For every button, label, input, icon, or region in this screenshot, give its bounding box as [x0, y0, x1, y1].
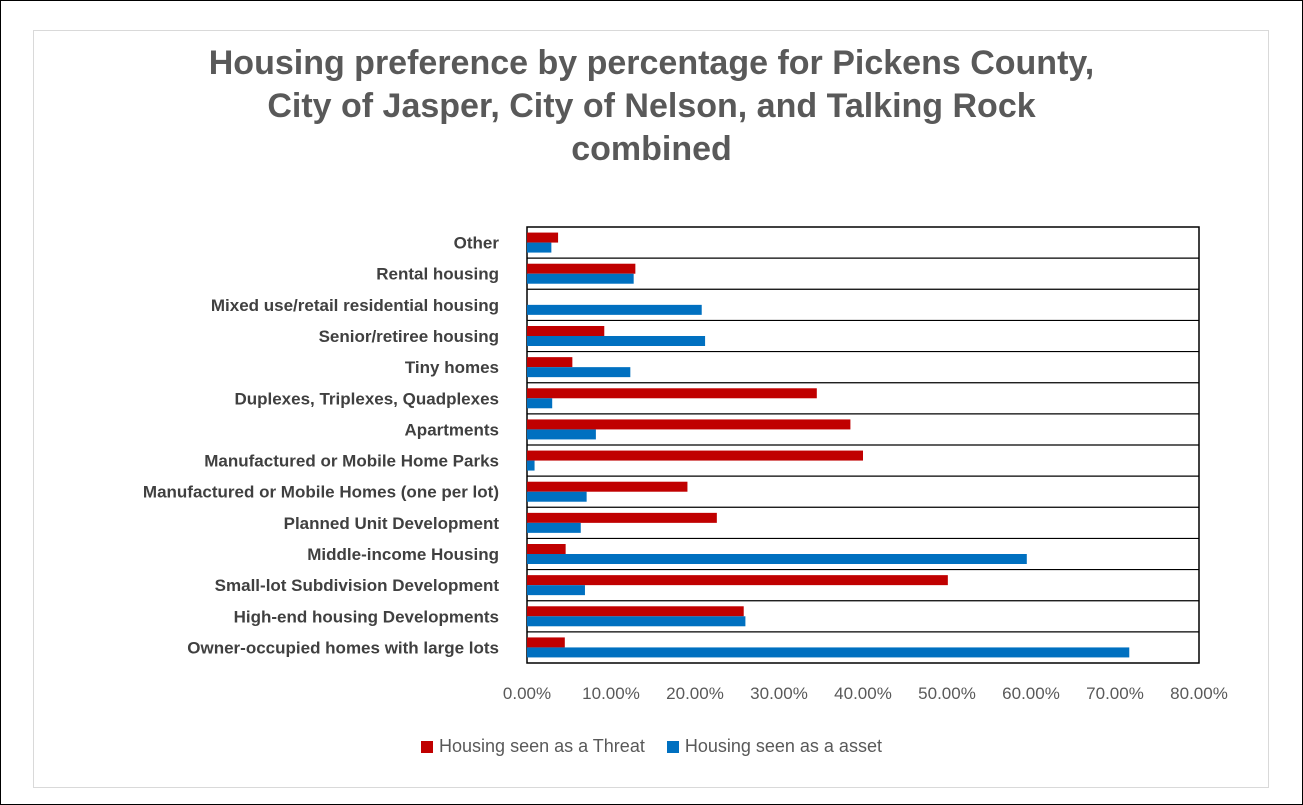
category-label: Owner-occupied homes with large lots	[187, 638, 499, 657]
chart-title-line-1: Housing preference by percentage for Pic…	[208, 44, 1095, 82]
category-label: Mixed use/retail residential housing	[211, 296, 499, 315]
chart-title-line-2: City of Jasper, City of Nelson, and Talk…	[267, 87, 1036, 125]
bar-threat	[527, 419, 851, 430]
bar-asset	[527, 336, 706, 346]
x-tick-label: 10.00%	[582, 684, 640, 703]
bar-asset	[527, 554, 1027, 564]
category-label: Middle-income Housing	[307, 545, 499, 564]
category-label: Duplexes, Triplexes, Quadplexes	[234, 389, 499, 408]
chart-title-line-3: combined	[571, 130, 732, 168]
x-tick-label: 30.00%	[750, 684, 808, 703]
bar-threat	[527, 575, 948, 586]
legend-swatch-threat	[421, 740, 434, 753]
bar-threat	[527, 232, 559, 243]
bar-threat	[527, 637, 565, 648]
category-label: Apartments	[405, 420, 499, 439]
bar-asset	[527, 242, 552, 253]
bar-asset	[527, 367, 631, 378]
chart-area	[33, 30, 1269, 788]
bar-threat	[527, 606, 744, 617]
x-tick-label: 40.00%	[834, 684, 892, 703]
bar-asset	[527, 585, 585, 596]
category-label: Planned Unit Development	[284, 514, 500, 533]
category-label: Senior/retiree housing	[319, 327, 499, 346]
legend-item-threat: Housing seen as a Threat	[421, 736, 645, 757]
x-tick-label: 0.00%	[503, 684, 551, 703]
x-tick-label: 20.00%	[666, 684, 724, 703]
legend-label-threat: Housing seen as a Threat	[439, 736, 645, 756]
category-label: Small-lot Subdivision Development	[215, 576, 500, 595]
category-label: Other	[454, 234, 500, 253]
bar-threat	[527, 450, 863, 461]
category-label: Manufactured or Mobile Homes (one per lo…	[143, 483, 499, 502]
chart-title: Housing preference by percentage for Pic…	[0, 42, 1303, 171]
category-label: Manufactured or Mobile Home Parks	[204, 452, 499, 471]
legend-label-asset: Housing seen as a asset	[684, 736, 882, 756]
x-tick-label: 70.00%	[1086, 684, 1144, 703]
x-tick-label: 50.00%	[918, 684, 976, 703]
chart-legend: Housing seen as a Threat Housing seen as…	[0, 736, 1303, 757]
category-label: Tiny homes	[405, 358, 499, 377]
category-label: Rental housing	[376, 265, 499, 284]
bar-asset	[527, 429, 596, 440]
bar-threat	[527, 481, 688, 492]
bar-asset	[527, 304, 702, 315]
bar-asset	[527, 398, 553, 409]
bar-threat	[527, 512, 717, 523]
bar-asset	[527, 616, 746, 627]
bar-asset	[527, 273, 634, 284]
legend-item-asset: Housing seen as a asset	[666, 736, 882, 757]
x-tick-label: 60.00%	[1002, 684, 1060, 703]
bar-asset	[527, 460, 535, 471]
bar-threat	[527, 357, 573, 368]
legend-swatch-asset	[666, 740, 679, 753]
bar-asset	[527, 647, 1130, 658]
x-tick-label: 80.00%	[1170, 684, 1228, 703]
bar-asset	[527, 522, 581, 533]
bar-threat	[527, 388, 817, 399]
category-label: High-end housing Developments	[234, 607, 499, 626]
bar-threat	[527, 544, 566, 554]
bar-threat	[527, 263, 636, 274]
bar-threat	[527, 326, 605, 336]
bar-asset	[527, 491, 587, 502]
